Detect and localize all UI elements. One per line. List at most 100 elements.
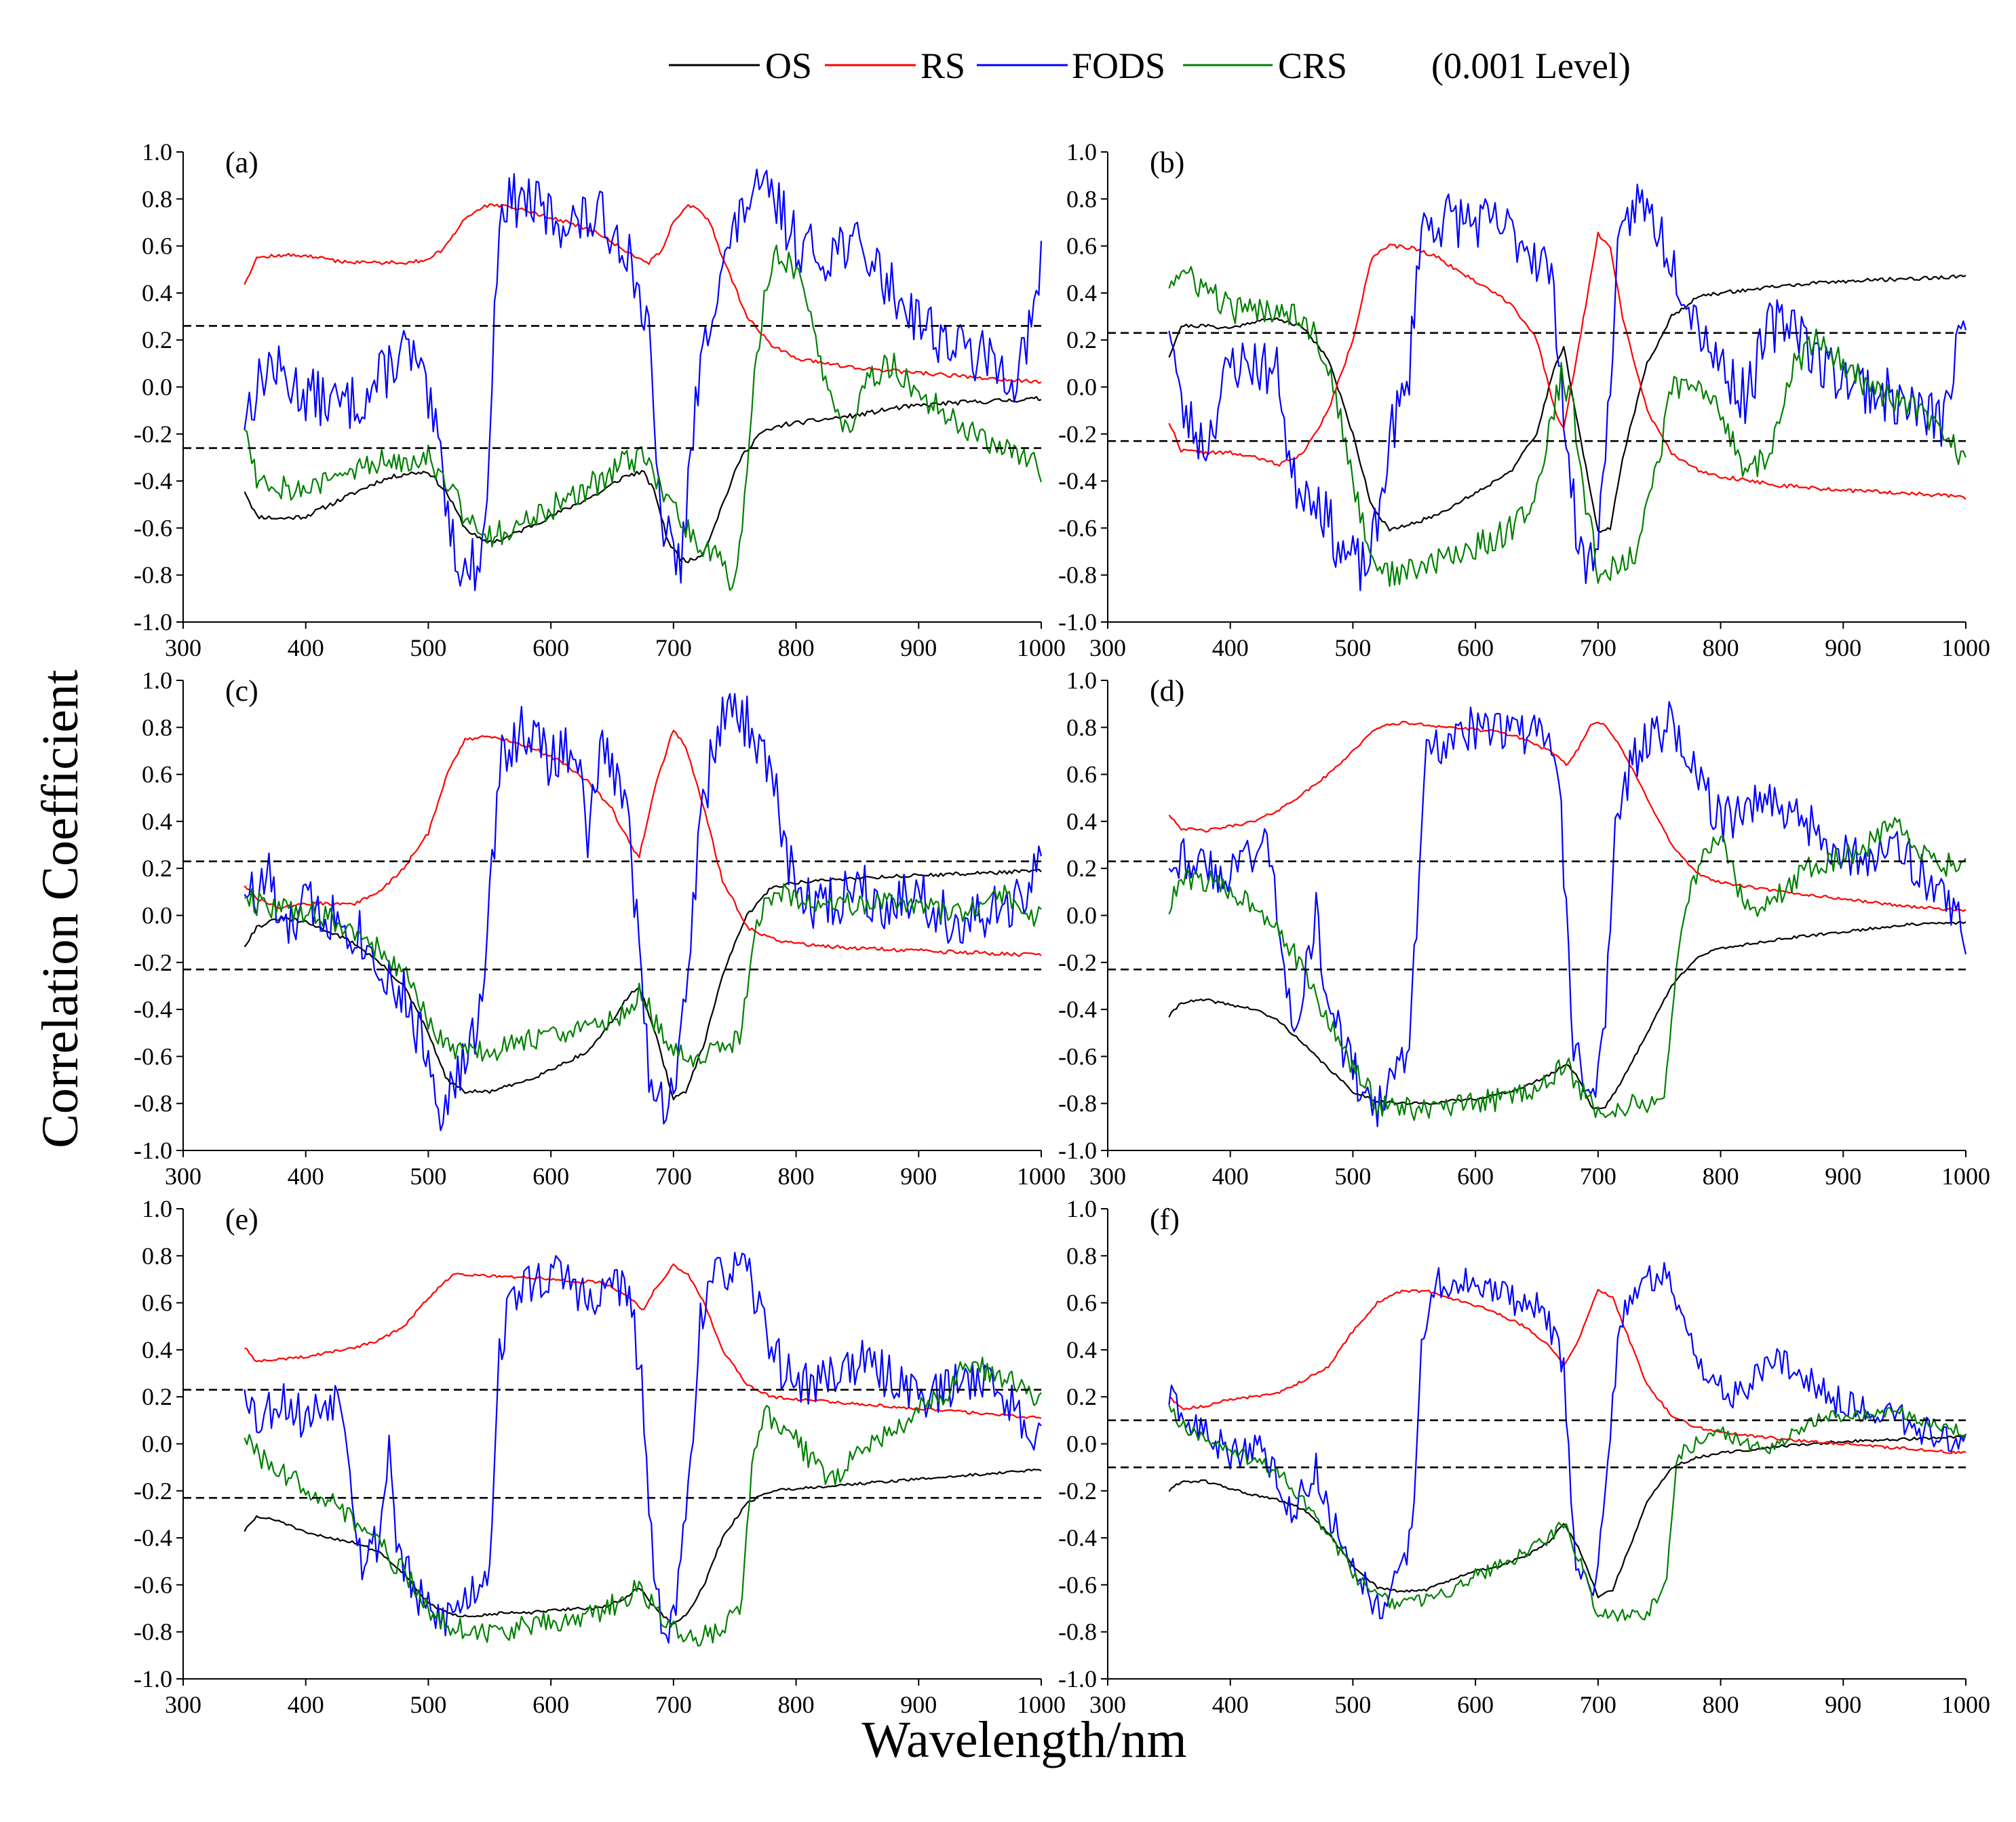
- y-tick-label: 0.6: [1066, 761, 1097, 788]
- y-tick-label: 0.8: [1066, 714, 1097, 741]
- x-tick-label: 400: [288, 1691, 324, 1718]
- x-tick-label: 900: [900, 1163, 937, 1190]
- y-tick-label: -0.6: [134, 1571, 172, 1598]
- y-tick-label: 0.2: [142, 326, 172, 353]
- series-line-fods: [1168, 701, 1967, 1127]
- legend: OS RS FODS CRS (0.001 Level): [669, 45, 1631, 86]
- x-tick-label: 700: [655, 1163, 692, 1190]
- y-tick-label: -0.6: [1058, 1043, 1097, 1070]
- y-tick-label: 0.6: [142, 1290, 172, 1317]
- y-tick-label: -1.0: [134, 608, 172, 636]
- series-line-rs: [244, 729, 1042, 957]
- x-tick-label: 500: [1334, 634, 1371, 661]
- panel-label: (d): [1150, 674, 1184, 708]
- y-tick-label: 0.2: [1066, 326, 1097, 353]
- x-tick-label: 900: [900, 1691, 937, 1718]
- x-tick-label: 1000: [1941, 1691, 1990, 1718]
- y-tick-label: 0.8: [142, 714, 172, 741]
- y-tick-label: 0.4: [142, 808, 172, 835]
- x-tick-label: 400: [288, 634, 324, 661]
- x-tick-label: 1000: [1017, 634, 1066, 661]
- x-tick-label: 700: [1580, 1691, 1616, 1718]
- panel-f: -1.0 -0.8 -0.6 -0.4 -0.2 0.0 0.2 0.4 0.6 0.8 1.0 30…: [1058, 1195, 1990, 1718]
- y-tick-label: 0.6: [142, 233, 172, 260]
- x-tick-label: 300: [165, 634, 201, 661]
- y-tick-label: 0.0: [1066, 374, 1097, 401]
- x-tick-label: 300: [1089, 634, 1126, 661]
- x-tick-label: 500: [410, 634, 446, 661]
- x-tick-label: 900: [1825, 634, 1861, 661]
- y-tick-label: -0.2: [134, 949, 172, 976]
- y-tick-label: 0.6: [142, 761, 172, 788]
- y-tick-label: 0.4: [1066, 279, 1097, 307]
- x-tick-label: 900: [900, 634, 937, 661]
- legend-label-os: OS: [765, 45, 812, 86]
- y-tick-label: -0.6: [1058, 1571, 1097, 1598]
- x-tick-label: 1000: [1017, 1163, 1066, 1190]
- y-tick-label: -0.4: [1058, 996, 1097, 1023]
- series-line-os: [1168, 921, 1966, 1110]
- y-tick-label: 1.0: [142, 1195, 172, 1222]
- panel-label: (e): [225, 1203, 258, 1236]
- x-tick-label: 600: [1457, 1691, 1494, 1718]
- y-tick-label: 0.2: [1066, 855, 1097, 882]
- series-line-crs: [1168, 266, 1967, 587]
- y-tick-label: 0.4: [142, 279, 172, 307]
- panel-c: -1.0 -0.8 -0.6 -0.4 -0.2 0.0 0.2 0.4 0.6 0.8 1.0 30…: [134, 667, 1066, 1190]
- y-tick-label: 0.4: [1066, 1336, 1097, 1363]
- series-line-crs: [244, 244, 1043, 592]
- x-tick-label: 500: [1334, 1691, 1371, 1718]
- x-tick-label: 400: [288, 1163, 324, 1190]
- x-tick-label: 600: [1457, 634, 1494, 661]
- x-tick-label: 900: [1825, 1691, 1861, 1718]
- x-tick-label: 800: [778, 1163, 815, 1190]
- y-tick-label: 0.8: [1066, 185, 1097, 212]
- y-tick-label: -0.2: [1058, 1477, 1097, 1505]
- x-tick-label: 300: [165, 1691, 201, 1718]
- x-tick-label: 500: [410, 1163, 446, 1190]
- y-tick-label: -0.2: [1058, 949, 1097, 976]
- series-line-os: [244, 395, 1042, 564]
- y-tick-label: -0.8: [134, 562, 172, 589]
- y-tick-label: 0.8: [142, 185, 172, 212]
- y-tick-label: 0.0: [142, 374, 172, 401]
- x-tick-label: 400: [1212, 1163, 1249, 1190]
- panel-label: (a): [225, 146, 258, 179]
- panel-label: (b): [1150, 146, 1184, 179]
- y-tick-label: -0.4: [134, 467, 172, 495]
- y-tick-label: -0.8: [134, 1619, 172, 1646]
- series-line-rs: [1169, 1289, 1966, 1454]
- panel-label: (c): [225, 674, 258, 708]
- x-tick-label: 600: [1457, 1163, 1494, 1190]
- legend-label-fods: FODS: [1072, 45, 1165, 86]
- x-tick-label: 1000: [1941, 634, 1990, 661]
- series-line-fods: [1168, 1262, 1967, 1620]
- y-tick-label: 0.2: [142, 855, 172, 882]
- x-tick-label: 1000: [1017, 1691, 1066, 1718]
- series-line-crs: [1168, 1404, 1966, 1622]
- y-tick-label: -0.2: [134, 1477, 172, 1505]
- y-tick-label: -0.4: [1058, 467, 1097, 495]
- series-line-crs: [244, 1357, 1042, 1647]
- y-axis-title: Correlation Coefficient: [32, 670, 89, 1148]
- panel-d: -1.0 -0.8 -0.6 -0.4 -0.2 0.0 0.2 0.4 0.6 0.8 1.0 30…: [1058, 667, 1990, 1190]
- x-tick-label: 800: [1703, 634, 1739, 661]
- series-line-rs: [1168, 231, 1966, 500]
- y-tick-label: -0.4: [134, 1524, 172, 1551]
- y-tick-label: 1.0: [142, 138, 172, 166]
- y-tick-label: 0.4: [142, 1336, 172, 1363]
- y-tick-label: 0.6: [1066, 1290, 1097, 1317]
- y-tick-label: -1.0: [134, 1665, 172, 1692]
- y-tick-label: 0.2: [1066, 1383, 1097, 1410]
- panel-a: -1.0 -0.8 -0.6 -0.4 -0.2 0.0 0.2 0.4 0.6 0.8 1.0 30…: [134, 138, 1066, 661]
- panel-e: -1.0 -0.8 -0.6 -0.4 -0.2 0.0 0.2 0.4 0.6 0.8 1.0 30…: [134, 1195, 1066, 1718]
- y-tick-label: -0.4: [134, 996, 172, 1023]
- y-tick-label: -0.8: [1058, 1090, 1097, 1117]
- y-tick-label: -0.2: [134, 421, 172, 448]
- x-tick-label: 300: [165, 1163, 201, 1190]
- y-tick-label: -0.8: [1058, 1619, 1097, 1646]
- x-tick-label: 600: [532, 1691, 569, 1718]
- series-line-rs: [244, 203, 1042, 384]
- y-tick-label: -0.8: [134, 1090, 172, 1117]
